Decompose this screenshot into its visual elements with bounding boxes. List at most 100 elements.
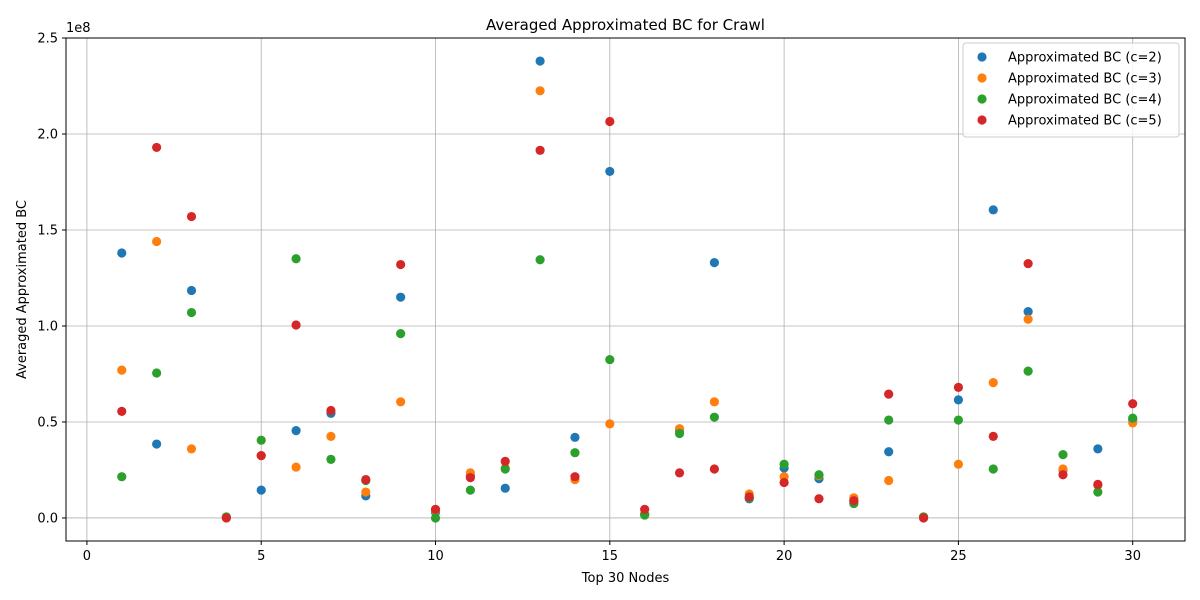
scatter-point [1128, 413, 1138, 423]
scatter-point [117, 472, 127, 482]
scatter-point [779, 459, 789, 469]
scatter-point [221, 513, 231, 523]
scatter-point [500, 483, 510, 493]
scatter-point [186, 307, 197, 318]
scatter-point [500, 456, 510, 466]
x-axis-label: Top 30 Nodes [581, 571, 670, 586]
scatter-point [814, 470, 824, 480]
scatter-point [117, 406, 127, 417]
scatter-point [709, 397, 719, 407]
grid-lines [66, 37, 1185, 541]
legend-marker [977, 115, 987, 125]
x-tick-label: 30 [1124, 549, 1141, 564]
chart-title: Averaged Approximated BC for Crawl [486, 16, 765, 34]
x-tick-label: 15 [602, 549, 619, 564]
scatter-point [918, 513, 929, 523]
scatter-point [186, 211, 197, 222]
scatter-point [570, 448, 580, 458]
scatter-point [884, 475, 894, 486]
scatter-point [605, 354, 615, 365]
scatter-point [779, 477, 789, 488]
scatter-point [535, 56, 545, 66]
scatter-point [953, 415, 964, 425]
scatter-point [988, 464, 998, 474]
scatter-point [988, 431, 998, 441]
scatter-point [884, 415, 894, 425]
scatter-point [535, 86, 545, 96]
scatter-point [1058, 470, 1068, 480]
scatter-point [640, 504, 650, 514]
scatter-point [709, 464, 719, 474]
scatter-point [744, 492, 754, 502]
plot-frame [65, 37, 1186, 542]
x-axis-ticks: 0 5 10 15 20 25 30 [83, 541, 1141, 564]
scatter-point [186, 444, 197, 454]
legend-label: Approximated BC (c=4) [1008, 93, 1162, 108]
scatter-point [326, 405, 336, 416]
scatter-point [814, 494, 824, 504]
scatter-point [884, 447, 894, 457]
y-tick-label: 2.0 [37, 127, 58, 142]
scatter-point [1093, 444, 1103, 454]
scatter-point [256, 485, 266, 495]
scatter-point [988, 205, 998, 215]
scatter-point [1128, 399, 1138, 409]
y-tick-label: 0.5 [37, 415, 58, 430]
scatter-point [465, 485, 475, 495]
scatter-point [152, 368, 162, 378]
scatter-point [953, 459, 964, 469]
legend-label: Approximated BC (c=3) [1008, 72, 1162, 87]
y-axis-ticks: 0.0 0.5 1.0 1.5 2.0 2.5 [37, 32, 66, 526]
scatter-point [117, 248, 127, 258]
scatter-point [291, 254, 301, 264]
x-tick-label: 0 [83, 549, 91, 564]
scatter-point [186, 285, 197, 296]
scatter-point [152, 236, 162, 247]
scatter-point [1093, 479, 1103, 489]
scatter-point [465, 473, 475, 483]
y-tick-label: 1.0 [37, 319, 58, 334]
y-exponent-label: 1e8 [66, 21, 91, 36]
scatter-point [535, 255, 545, 265]
scatter-point [430, 504, 441, 514]
y-tick-label: 1.5 [37, 223, 58, 238]
scatter-point [1023, 258, 1033, 269]
scatter-point [709, 412, 719, 422]
scatter-point [326, 431, 336, 441]
scatter-point [1093, 487, 1103, 497]
y-tick-label: 0.0 [37, 511, 58, 526]
x-tick-label: 20 [776, 549, 793, 564]
scatter-point [605, 116, 615, 127]
scatter-point [709, 258, 719, 268]
scatter-point [1023, 366, 1033, 376]
scatter-point [570, 432, 580, 442]
scatter-point [1058, 450, 1068, 460]
legend-label: Approximated BC (c=5) [1008, 114, 1162, 129]
scatter-point [953, 382, 964, 393]
scatter-point [396, 329, 406, 339]
scatter-point [396, 259, 406, 270]
scatter-point [953, 395, 964, 405]
scatter-point [570, 472, 580, 482]
scatter-point [605, 166, 615, 177]
scatter-point [849, 496, 859, 506]
x-tick-label: 5 [257, 549, 265, 564]
legend-box [962, 42, 1180, 138]
scatter-point [988, 378, 998, 388]
scatter-point [535, 145, 545, 155]
x-tick-label: 25 [950, 549, 967, 564]
scatter-point [152, 439, 162, 449]
scatter-point [674, 428, 685, 439]
scatter-point [605, 419, 615, 429]
scatter-point [396, 397, 406, 407]
scatter-point [256, 435, 266, 445]
scatter-point [1023, 314, 1033, 324]
scatter-point [430, 513, 441, 523]
legend-label: Approximated BC (c=2) [1008, 51, 1162, 66]
legend-marker [977, 73, 987, 83]
scatter-point [326, 454, 336, 465]
scatter-point [396, 292, 406, 302]
y-tick-label: 2.5 [37, 32, 58, 47]
scatter-point [1023, 306, 1033, 317]
